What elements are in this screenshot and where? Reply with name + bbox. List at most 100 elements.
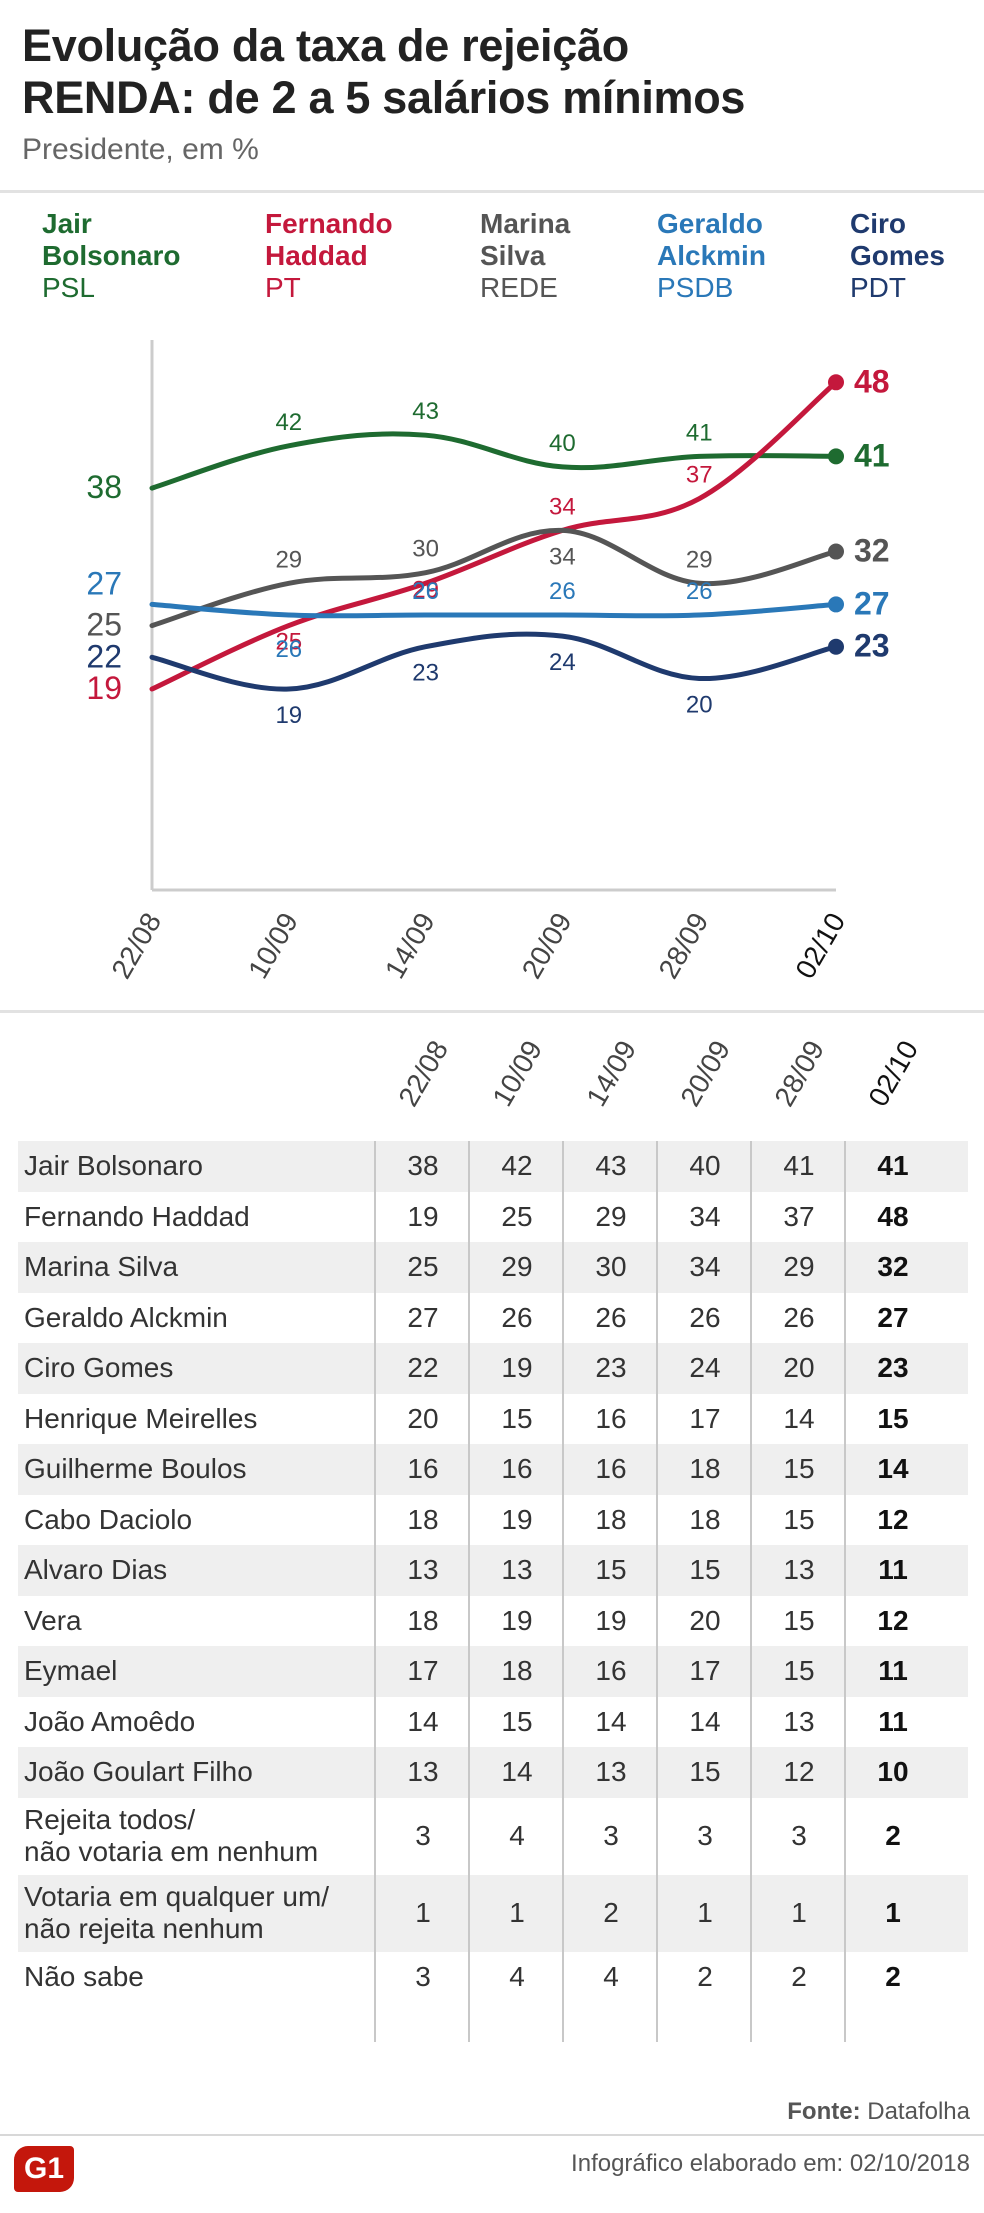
data-label: 27 [86,565,122,601]
table-cell: 32 [877,1251,909,1283]
row-label: Henrique Meirelles [24,1402,258,1434]
table-cell: 13 [407,1554,439,1586]
data-label: 42 [275,409,302,436]
table-cell: 24 [689,1352,721,1384]
data-label: 26 [549,578,576,605]
table-cell: 18 [689,1453,721,1485]
table-cell: 18 [407,1604,439,1636]
table-cell: 19 [407,1200,439,1232]
column-divider [562,1141,564,2042]
legend-name-line2: Haddad [265,240,368,271]
table-cell: 23 [877,1352,909,1384]
table-row: Guilherme Boulos 16 16 16 18 15 14 [18,1444,968,1495]
table-cell: 25 [501,1200,533,1232]
table-cell: 17 [407,1655,439,1687]
data-label: 48 [854,363,890,399]
column-divider [844,1141,846,2042]
table-cell: 18 [689,1503,721,1535]
data-label: 29 [686,546,713,573]
divider [0,190,984,193]
table-cell: 3 [415,1960,431,1992]
table-cell: 16 [501,1453,533,1485]
x-tick-label: 22/08 [105,908,167,984]
x-tick-label: 14/09 [379,908,441,984]
table-cell: 18 [595,1503,627,1535]
table-cell: 1 [509,1897,525,1928]
table-cell: 13 [783,1554,815,1586]
row-label-line2: não rejeita nenhum [24,1912,264,1944]
table-row: Ciro Gomes 22 19 23 24 20 23 [18,1343,968,1394]
column-divider [374,1141,376,2042]
line-chart: 38 42 43 40 41 41 19 25 29 34 37 48 25 29 30 34 29 32 27 26… [86,340,890,984]
data-label: 26 [412,578,439,605]
table-cell: 1 [697,1897,713,1928]
table-row: Alvaro Dias 13 13 15 15 13 11 [18,1545,968,1596]
row-label: Ciro Gomes [24,1352,174,1383]
legend-name-line2: Gomes [850,240,945,271]
row-label: Não sabe [24,1960,144,1992]
table-row: Geraldo Alckmin 27 26 26 26 26 27 [18,1293,968,1344]
column-divider [656,1141,658,2042]
source-label: Fonte: [787,2098,861,2125]
table-cell: 29 [501,1251,533,1283]
legend-item: Fernando Haddad PT [265,208,393,304]
table-cell: 11 [878,1554,908,1586]
series-line [149,631,839,692]
table-cell: 14 [783,1402,815,1434]
table-cell: 34 [689,1251,721,1283]
table-cell: 42 [501,1150,533,1182]
table-cell: 26 [595,1301,627,1333]
row-label: Votaria em qualquer um/não rejeita nenhu… [24,1881,329,1945]
table-cell: 16 [407,1453,439,1485]
g1-logo: G1 [14,2146,74,2192]
data-label: 19 [275,702,302,729]
table-cell: 27 [877,1301,909,1333]
table-cell: 14 [407,1705,439,1737]
table-cell: 14 [595,1705,627,1737]
table-cell: 15 [689,1756,721,1788]
series-line [149,527,839,629]
series-end-marker [828,596,844,613]
table-cell: 12 [877,1503,909,1535]
row-label: João Amoêdo [24,1705,196,1737]
legend-item: Geraldo Alckmin PSDB [657,208,766,304]
table-cell: 20 [689,1604,721,1636]
table-cell: 19 [595,1604,627,1636]
legend-name-line1: Ciro [850,208,906,239]
row-label-line1: Votaria em qualquer um/ [24,1880,330,1912]
data-label: 34 [549,543,576,570]
table-cell: 13 [783,1705,815,1737]
table-cell: 30 [595,1251,627,1283]
table-cell: 48 [877,1200,909,1232]
table-cell: 11 [878,1655,908,1687]
table-cell: 15 [501,1402,533,1434]
table-cell: 12 [877,1604,909,1636]
table-row: Vera 18 19 19 20 15 12 [18,1596,968,1647]
table-row: João Goulart Filho 13 14 13 15 12 10 [18,1747,968,1798]
row-label: Vera [24,1604,82,1636]
table-cell: 17 [689,1402,721,1434]
table-cell: 37 [783,1200,815,1232]
table-cell: 13 [407,1756,439,1788]
data-label: 29 [275,546,302,573]
series-line [149,431,839,491]
x-tick-label: 02/10 [789,908,851,984]
data-label: 23 [854,628,890,664]
table-cell: 15 [595,1554,627,1586]
legend-party: PSL [42,272,95,303]
table-row: Eymael 17 18 16 17 15 11 [18,1646,968,1697]
legend-name-line1: Marina [480,208,571,239]
legend-party: REDE [480,272,558,303]
series-end-marker [828,374,844,391]
data-label: 20 [686,691,713,718]
column-divider [750,1141,752,2042]
data-label: 30 [412,536,439,563]
legend-party: PDT [850,272,906,303]
table-cell: 12 [783,1756,815,1788]
data-label: 34 [549,493,576,520]
table-cell: 15 [783,1453,815,1485]
data-label: 40 [549,430,576,457]
footer-divider [0,2134,984,2136]
table-row: Não sabe 3 4 4 2 2 2 [18,1952,968,2003]
table-cell: 14 [689,1705,721,1737]
